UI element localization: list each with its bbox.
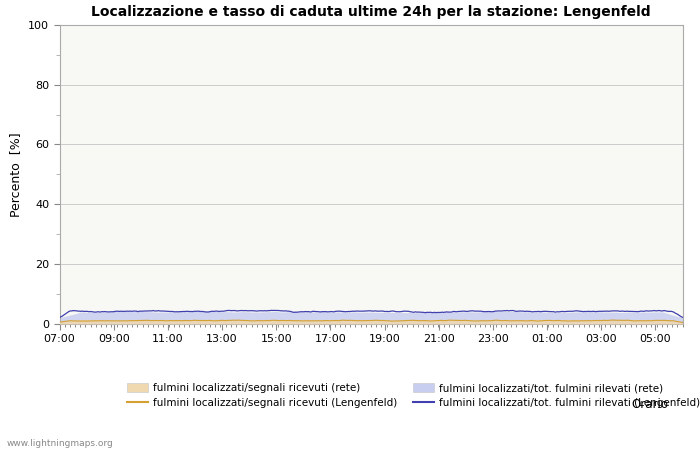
Legend: fulmini localizzati/segnali ricevuti (rete), fulmini localizzati/segnali ricevut: fulmini localizzati/segnali ricevuti (re… — [127, 383, 700, 408]
Text: www.lightningmaps.org: www.lightningmaps.org — [7, 439, 113, 448]
Y-axis label: Percento  [%]: Percento [%] — [10, 132, 22, 217]
Title: Localizzazione e tasso di caduta ultime 24h per la stazione: Lengenfeld: Localizzazione e tasso di caduta ultime … — [91, 5, 651, 19]
Text: Orario: Orario — [631, 398, 668, 411]
